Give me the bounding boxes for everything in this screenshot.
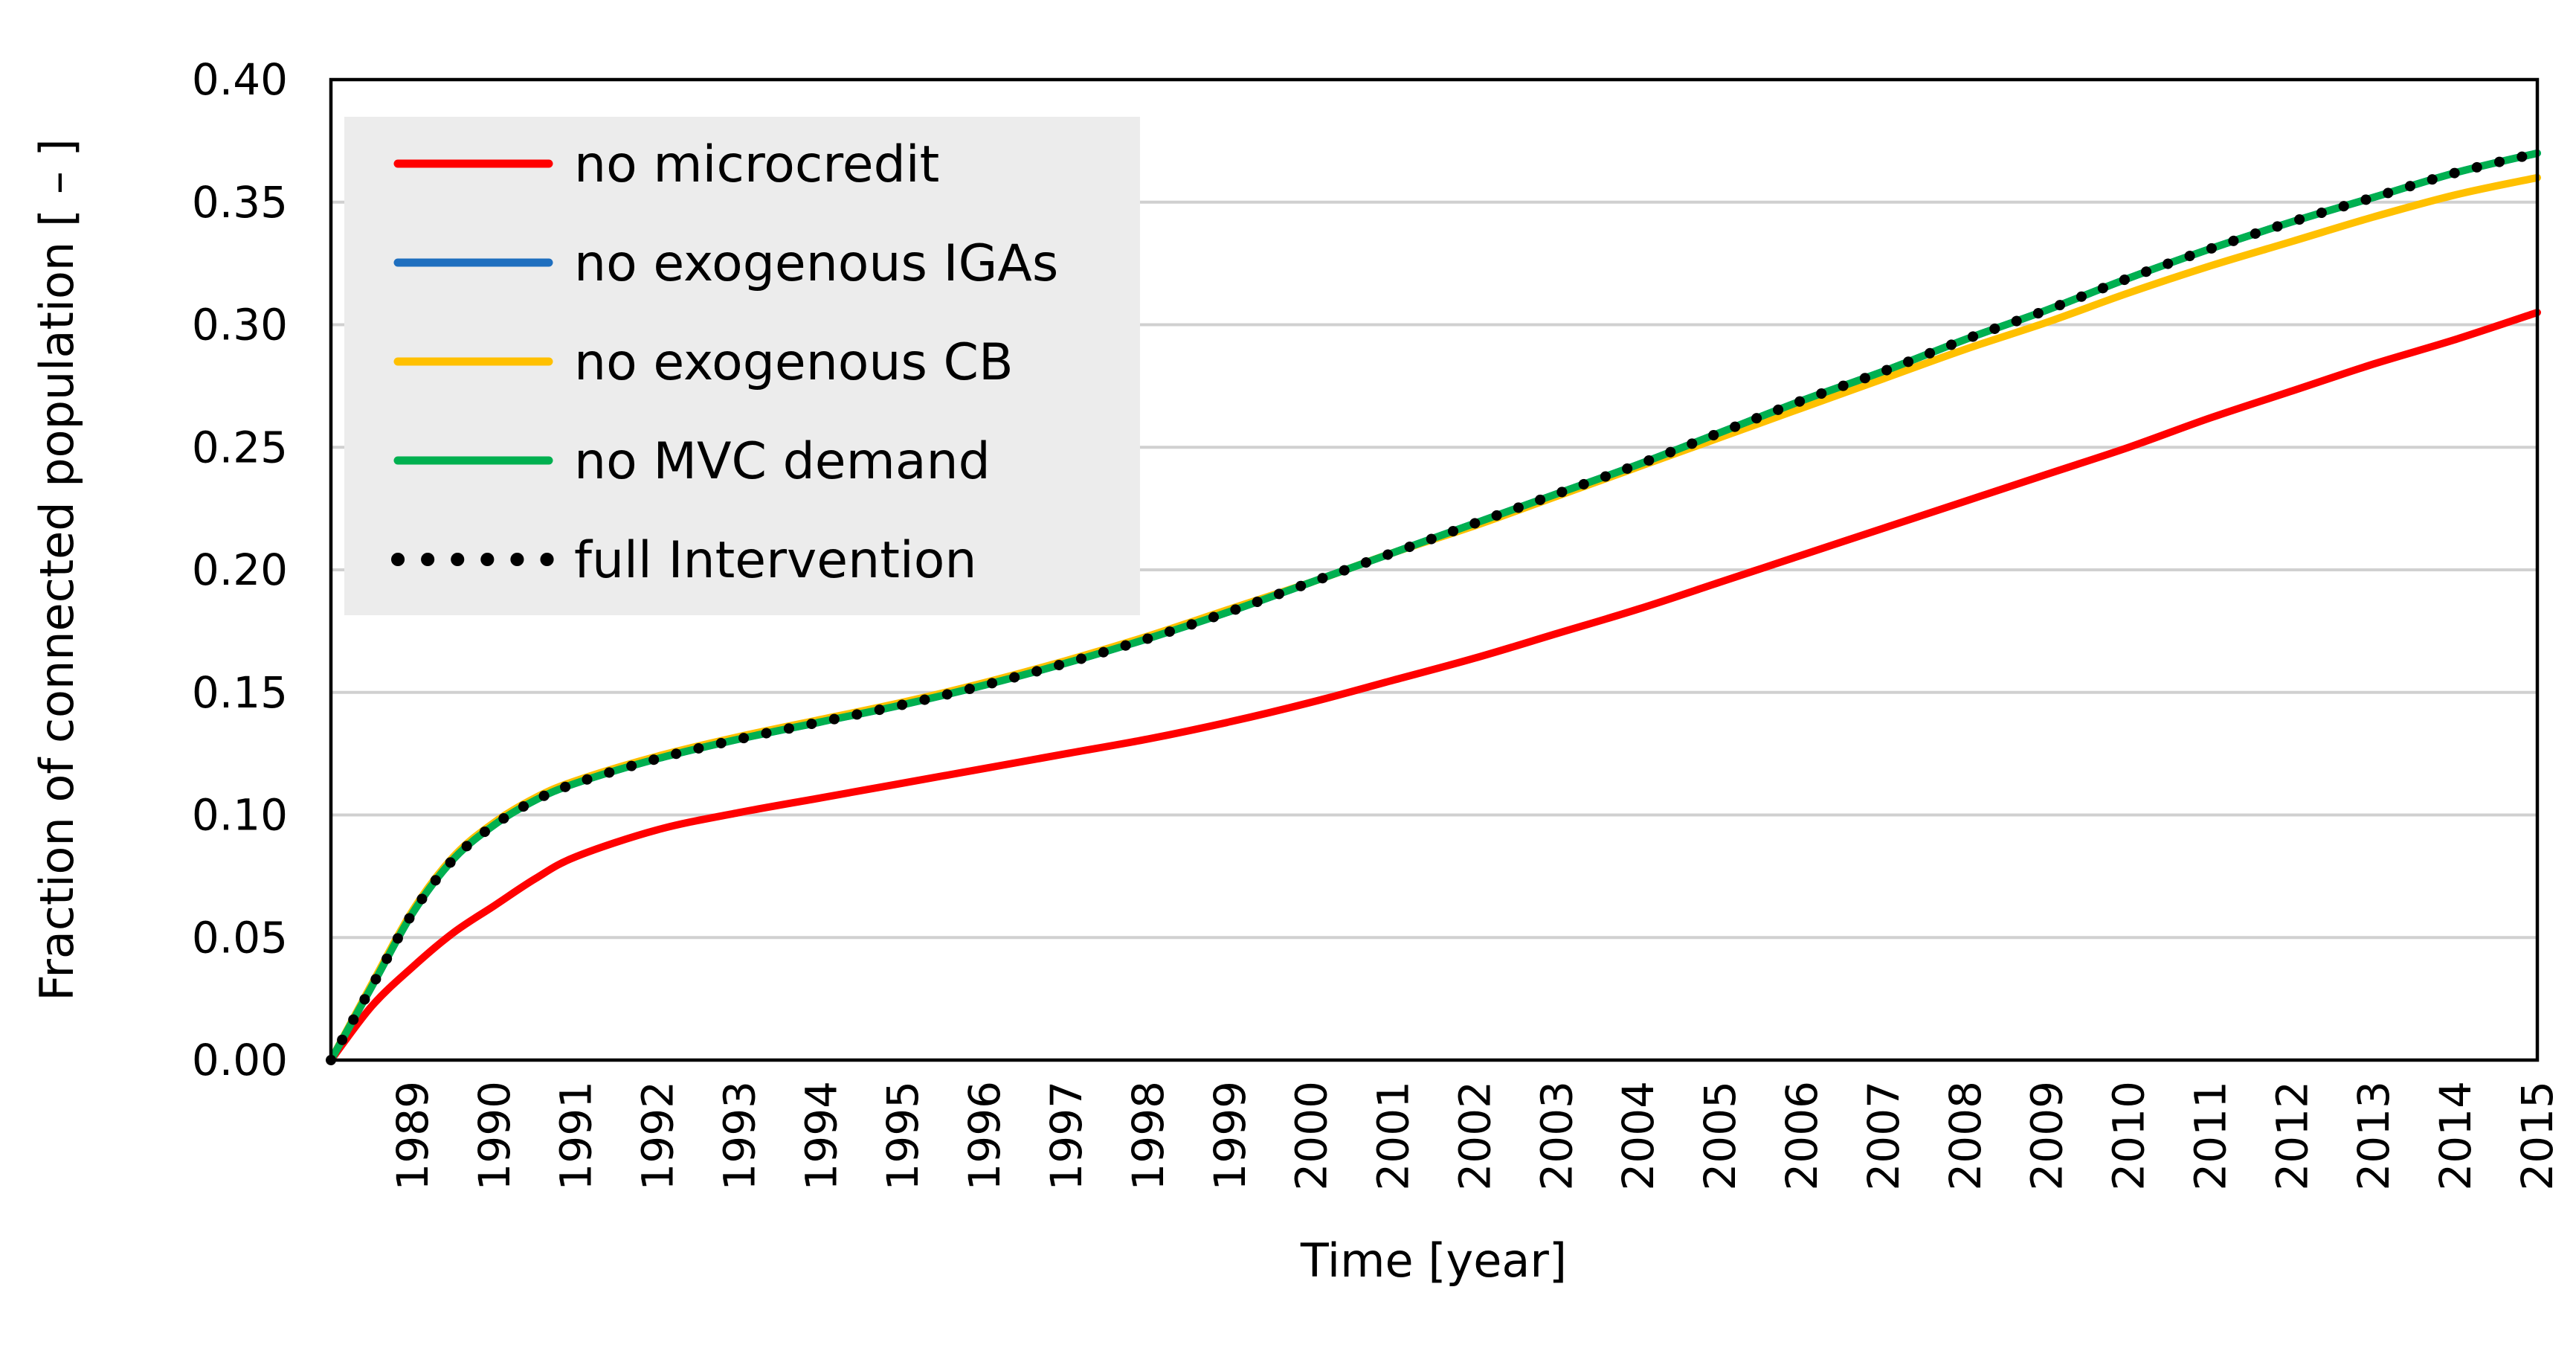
x-tick-label: 2007 [1858,1081,1909,1191]
legend-label-no-exogenous-cb: no exogenous CB [574,333,1014,392]
legend-label-no-exogenous-igas: no exogenous IGAs [574,234,1058,293]
x-tick-label: 1993 [714,1081,764,1191]
y-tick-label: 0.15 [192,667,288,718]
y-tick-label: 0.35 [192,177,288,228]
x-tick-label: 2011 [2185,1081,2235,1191]
x-tick-label: 1992 [633,1081,683,1191]
x-tick-label: 2009 [2022,1081,2073,1191]
x-tick-label: 2002 [1449,1081,1500,1191]
x-tick-label: 2006 [1777,1081,1827,1191]
series-line-full-intervention [326,147,2543,1065]
series-group [326,147,2543,1065]
legend-background [344,117,1140,615]
x-axis-title: Time [year] [1300,1233,1567,1288]
y-tick-label: 0.25 [192,422,288,472]
legend: no microcredit no exogenous IGAs no exogen… [344,117,1140,615]
x-tick-label: 1990 [469,1081,520,1191]
legend-label-no-mvc-demand: no MVC demand [574,432,991,491]
x-tick-label: 2005 [1695,1081,1745,1191]
y-tick-label: 0.05 [192,912,288,963]
x-tick-labels: 1989 1990 1991 1992 1993 1994 1995 1996 1997 1998… [387,1081,2563,1191]
x-tick-label: 1999 [1205,1081,1255,1191]
y-tick-label: 0.00 [192,1035,288,1085]
y-tick-label: 0.10 [192,790,288,841]
legend-label-no-microcredit: no microcredit [574,135,939,194]
x-tick-label: 2000 [1287,1081,1337,1191]
x-tick-label: 1991 [551,1081,602,1191]
x-tick-label: 2014 [2430,1081,2481,1191]
x-tick-label: 2008 [1940,1081,1991,1191]
y-tick-label: 0.40 [192,54,288,105]
y-axis-title: Fraction of connected population [ – ] [30,138,84,1001]
y-tick-labels: 0.00 0.05 0.10 0.15 0.20 0.25 0.30 0.35 0.40 [192,54,288,1085]
x-tick-label: 1989 [387,1081,438,1191]
x-tick-label: 1997 [1041,1081,1092,1191]
x-tick-label: 1995 [878,1081,928,1191]
x-tick-label: 2003 [1531,1081,1582,1191]
legend-label-full-intervention: full Intervention [574,531,976,590]
x-tick-label: 2015 [2512,1081,2563,1191]
y-tick-label: 0.30 [192,300,288,350]
x-tick-label: 2010 [2104,1081,2154,1191]
x-tick-label: 2012 [2267,1081,2317,1191]
x-tick-label: 2004 [1613,1081,1664,1191]
x-tick-label: 2001 [1368,1081,1419,1191]
series-line-no-microcredit [327,309,2541,1064]
x-tick-label: 1998 [1123,1081,1173,1191]
x-tick-label: 1994 [796,1081,846,1191]
x-tick-label: 2013 [2348,1081,2399,1191]
x-tick-label: 1996 [959,1081,1010,1191]
plot-frame [329,77,2540,1062]
y-tick-label: 0.20 [192,545,288,595]
